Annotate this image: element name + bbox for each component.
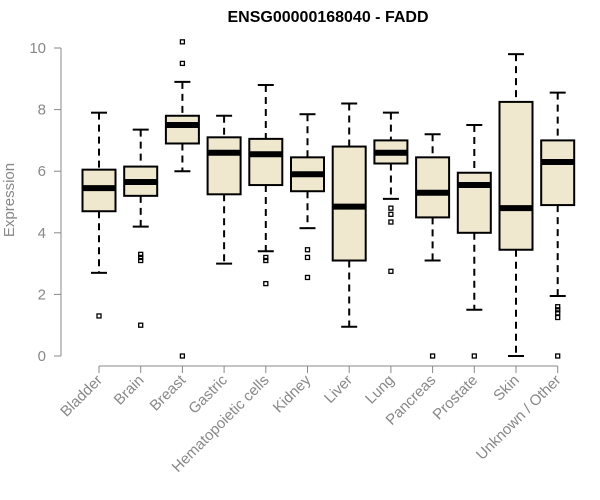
y-tick-label: 2: [38, 286, 46, 303]
box-skin: [498, 53, 534, 357]
outlier-point: [138, 254, 144, 261]
box-kidney: [290, 113, 325, 281]
x-tick-label: Skin: [490, 372, 523, 405]
box-liver: [331, 102, 367, 328]
y-tick-label: 6: [38, 163, 46, 180]
outlier-point: [555, 310, 561, 316]
y-tick-label: 8: [38, 102, 46, 119]
y-tick-label: 10: [29, 40, 46, 57]
outlier-point: [138, 322, 144, 328]
outlier-point: [304, 247, 311, 253]
outlier-point: [304, 274, 311, 281]
outlier-point: [388, 219, 394, 225]
x-tick-label: Bladder: [57, 372, 106, 421]
outlier-point: [179, 353, 186, 359]
box-breast: [164, 39, 200, 359]
y-tick-label: 4: [38, 225, 46, 242]
outlier-point: [179, 39, 186, 45]
chart-title: ENSG00000168040 - FADD: [228, 9, 429, 26]
outlier-point: [263, 280, 269, 287]
outlier-point: [388, 211, 394, 217]
box-hematopoietic-cells: [248, 83, 284, 287]
box-brain: [123, 128, 159, 328]
box-body: [164, 114, 200, 145]
outlier-point: [388, 205, 394, 211]
outlier-point: [555, 304, 561, 310]
box-gastric: [206, 114, 242, 265]
x-tick-label: Kidney: [270, 371, 315, 416]
outlier-point: [429, 353, 436, 359]
outlier-point: [263, 254, 269, 261]
outlier-point: [304, 254, 311, 261]
box-pancreas: [415, 133, 451, 359]
outlier-point: [138, 251, 144, 258]
box-bladder: [81, 111, 117, 319]
box-body: [248, 137, 284, 187]
outlier-point: [96, 313, 102, 319]
box-body: [456, 171, 492, 234]
y-axis-label: Expression: [1, 163, 18, 237]
outlier-point: [471, 353, 477, 359]
box-unknown-other: [540, 91, 576, 359]
y-axis: 0 2 4 6 8 10: [29, 40, 62, 365]
x-tick-label: Liver: [321, 372, 356, 407]
x-tick-label: Lung: [362, 372, 398, 408]
box-prostate: [456, 124, 492, 359]
x-tick-label: Brain: [111, 372, 148, 409]
y-tick-label: 0: [38, 348, 46, 365]
box-body: [331, 145, 367, 262]
box-body: [415, 156, 451, 219]
outlier-point: [555, 307, 561, 313]
boxes: [81, 39, 576, 359]
box-lung: [373, 111, 409, 274]
x-tick-label: Prostate: [430, 372, 482, 424]
box-body: [206, 136, 242, 196]
box-body: [498, 100, 534, 251]
outlier-point: [138, 257, 144, 264]
box-body: [540, 139, 576, 207]
x-tick-label: Breast: [147, 371, 190, 414]
outlier-point: [179, 60, 186, 67]
outlier-point: [388, 268, 394, 274]
outlier-point: [263, 257, 269, 264]
outlier-point: [555, 314, 561, 321]
outlier-point: [555, 353, 561, 359]
